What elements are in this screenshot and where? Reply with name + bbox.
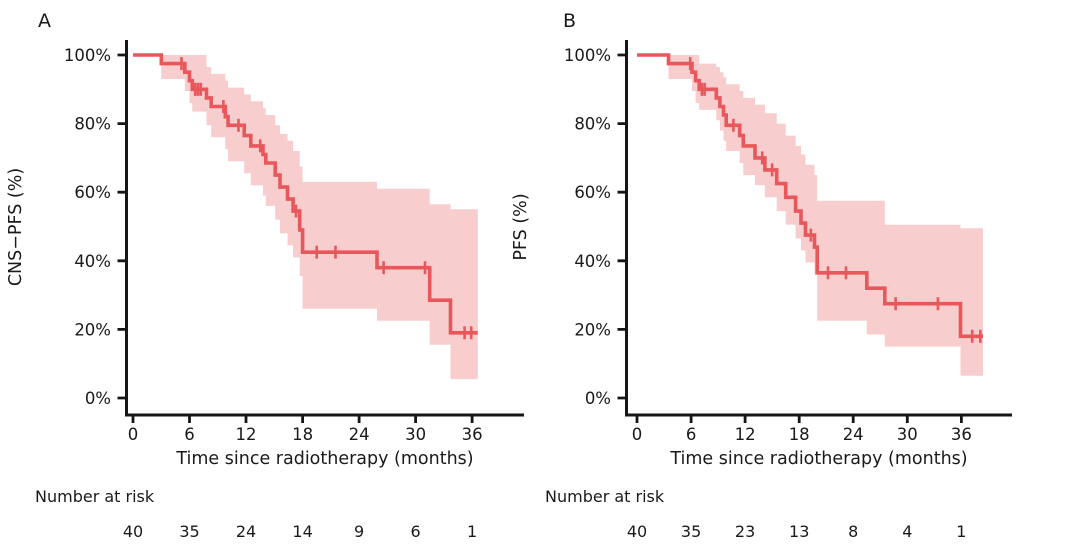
x-axis-title: Time since radiotherapy (months) xyxy=(175,449,473,469)
x-tick-label: 0 xyxy=(632,425,643,444)
y-tick-label: 40% xyxy=(574,252,611,271)
x-axis-ticks xyxy=(131,415,474,423)
risk-count: 23 xyxy=(735,522,755,541)
risk-count: 4 xyxy=(902,522,912,541)
risk-count: 35 xyxy=(681,522,701,541)
y-tick-label: 0% xyxy=(585,389,611,408)
y-tick-label: 20% xyxy=(74,320,111,339)
panel-label-b: B xyxy=(563,10,576,32)
risk-count: 8 xyxy=(848,522,858,541)
x-tick-label: 30 xyxy=(897,425,918,444)
y-axis-title: PFS (%) xyxy=(511,193,531,260)
y-tick-label: 40% xyxy=(74,252,111,271)
x-tick-label: 36 xyxy=(462,425,483,444)
y-tick-label: 100% xyxy=(64,46,111,65)
panel-a: A 100% 80% 60% 40% 20% 0% 0 6 12 18 24 3… xyxy=(6,10,524,541)
risk-count: 13 xyxy=(789,522,809,541)
ci-band xyxy=(161,55,478,380)
risk-count: 40 xyxy=(627,522,647,541)
censor-marks xyxy=(180,57,473,340)
x-tick-label: 24 xyxy=(349,425,370,444)
y-tick-label: 80% xyxy=(574,115,611,134)
y-tick-label: 0% xyxy=(85,389,111,408)
panel-b: B 100% 80% 60% 40% 20% 0% 0 6 12 18 24 3… xyxy=(511,10,1012,541)
y-axis-ticks xyxy=(117,53,127,400)
y-tick-label: 100% xyxy=(564,46,611,65)
risk-count: 1 xyxy=(956,522,966,541)
y-axis-ticks xyxy=(617,53,627,400)
risk-count: 6 xyxy=(411,522,421,541)
x-tick-label: 18 xyxy=(292,425,313,444)
x-tick-label: 6 xyxy=(184,425,195,444)
x-axis-title: Time since radiotherapy (months) xyxy=(669,449,967,469)
y-tick-label: 20% xyxy=(574,320,611,339)
ci-band xyxy=(668,55,983,376)
x-tick-label: 0 xyxy=(128,425,139,444)
y-tick-label: 60% xyxy=(74,183,111,202)
x-tick-label: 12 xyxy=(735,425,756,444)
risk-count: 9 xyxy=(354,522,364,541)
x-tick-label: 30 xyxy=(405,425,426,444)
x-tick-label: 18 xyxy=(789,425,810,444)
y-tick-label: 60% xyxy=(574,183,611,202)
risk-count: 24 xyxy=(236,522,256,541)
x-tick-label: 12 xyxy=(236,425,257,444)
km-curve xyxy=(637,53,983,339)
risk-count: 14 xyxy=(292,522,312,541)
risk-count: 35 xyxy=(179,522,199,541)
censor-marks xyxy=(688,57,982,343)
y-axis-title: CNS−PFS (%) xyxy=(6,168,26,286)
number-at-risk-label: Number at risk xyxy=(545,487,665,506)
panel-label-a: A xyxy=(38,10,51,32)
x-axis-ticks xyxy=(635,415,963,423)
x-tick-label: 6 xyxy=(686,425,697,444)
x-tick-label: 24 xyxy=(843,425,864,444)
km-curve xyxy=(133,53,478,335)
x-tick-label: 36 xyxy=(951,425,972,444)
risk-count: 40 xyxy=(123,522,143,541)
number-at-risk-label: Number at risk xyxy=(35,487,155,506)
axis-lines xyxy=(125,40,524,417)
axis-lines xyxy=(625,40,1012,417)
y-tick-label: 80% xyxy=(74,115,111,134)
risk-count: 1 xyxy=(467,522,477,541)
